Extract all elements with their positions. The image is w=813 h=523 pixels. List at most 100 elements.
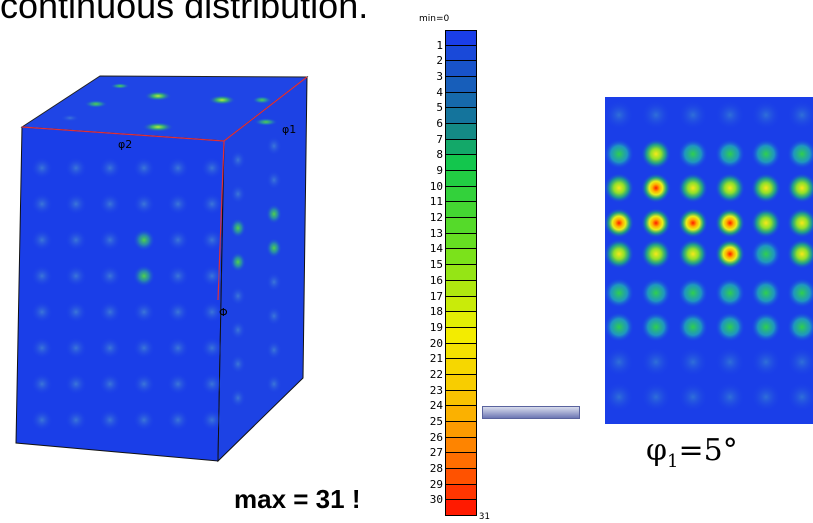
- cube-texture-spot: [167, 229, 189, 251]
- section-intensity-spot: [751, 173, 781, 203]
- cube-texture-spot: [230, 320, 246, 340]
- section-intensity-spot: [678, 312, 708, 342]
- section-intensity-spot: [641, 382, 671, 412]
- scale-cell: [445, 406, 477, 422]
- section-intensity-spot: [641, 239, 671, 269]
- cube-texture-spot: [31, 337, 53, 359]
- section-intensity-spot: [715, 278, 745, 308]
- cube-texture-spot: [266, 306, 282, 326]
- scale-cell: [445, 233, 477, 250]
- cube-texture-spot: [266, 204, 282, 224]
- section-intensity-spot: [787, 139, 813, 169]
- section-intensity-spot: [751, 239, 781, 269]
- scale-level-label: 18: [429, 305, 443, 319]
- cube-texture-spot: [230, 218, 246, 238]
- section-intensity-spot: [641, 139, 671, 169]
- cube-texture-spot: [65, 229, 87, 251]
- scale-level-label: 16: [429, 273, 443, 287]
- section-intensity-spot: [605, 278, 634, 308]
- arrow-connector: [482, 406, 580, 419]
- cube-texture-spot: [133, 409, 155, 431]
- heading-text: continuous distribution.: [0, 0, 369, 26]
- section-intensity-spot: [787, 312, 813, 342]
- cube-texture-spot: [31, 229, 53, 251]
- axis-label-Phi: Φ: [219, 306, 228, 319]
- section-intensity-spot: [751, 347, 781, 377]
- cube-texture-spot: [99, 337, 121, 359]
- cube-texture-spot: [65, 265, 87, 287]
- section-intensity-spot: [787, 173, 813, 203]
- scale-level-label: 21: [429, 352, 443, 366]
- section-intensity-spot: [605, 239, 634, 269]
- section-intensity-spot: [605, 382, 634, 412]
- color-scale-bar: 1 2 3 4 5 6 7 8 9 10 11 12 13 14 15 16 17 18 19 20 21 22 23 24 2…: [430, 30, 490, 522]
- scale-cell: [445, 45, 477, 62]
- cube-texture-spot: [266, 170, 282, 190]
- section-intensity-spot: [715, 382, 745, 412]
- scale-level-label: 30: [429, 493, 443, 507]
- cube-texture-spot: [201, 193, 223, 215]
- cube-texture-spot: [230, 354, 246, 374]
- cube-texture-spot: [133, 337, 155, 359]
- scale-cell: [445, 468, 477, 485]
- section-intensity-spot: [715, 312, 745, 342]
- section-intensity-spot: [605, 100, 634, 130]
- cube-texture-spot: [99, 409, 121, 431]
- section-intensity-spot: [787, 278, 813, 308]
- cube-texture-spot: [201, 265, 223, 287]
- scale-cell: [445, 484, 477, 501]
- cube-texture-spot: [201, 157, 223, 179]
- cube-texture-spot: [230, 184, 246, 204]
- cube-texture-spot: [65, 301, 87, 323]
- scale-level-label: 23: [429, 383, 443, 397]
- cube-texture-spot: [99, 301, 121, 323]
- cube-texture-spot: [133, 229, 155, 251]
- cube-texture-spot: [167, 301, 189, 323]
- scale-level-label: 10: [429, 179, 443, 193]
- section-intensity-spot: [641, 278, 671, 308]
- cube-texture-spot: [99, 373, 121, 395]
- scale-cell: [445, 202, 477, 219]
- scale-cell: [445, 312, 477, 328]
- scale-cell: [445, 218, 477, 234]
- section-intensity-spot: [715, 100, 745, 130]
- section-intensity-spot: [787, 100, 813, 130]
- cube-texture-spot: [133, 193, 155, 215]
- section-intensity-spot: [787, 208, 813, 238]
- cube-top-spots: [60, 83, 278, 132]
- scale-level-label: 27: [429, 446, 443, 460]
- scale-cell: [445, 30, 477, 46]
- scale-level-label: 20: [429, 336, 443, 350]
- cube-texture-spot: [167, 409, 189, 431]
- section-intensity-spot: [715, 239, 745, 269]
- axis-label-phi1: φ1: [282, 123, 296, 136]
- cube-texture-spot: [31, 409, 53, 431]
- cube-texture-spot: [133, 157, 155, 179]
- section-intensity-spot: [678, 382, 708, 412]
- section-intensity-spot: [787, 382, 813, 412]
- section-intensity-spot: [751, 100, 781, 130]
- cube-texture-spot: [230, 150, 246, 170]
- axis-label-phi2: φ2: [118, 138, 132, 151]
- section-intensity-spot: [715, 208, 745, 238]
- phi1-label: φ1=5°: [646, 433, 738, 472]
- section-intensity-spot: [715, 173, 745, 203]
- cube-texture-spot: [201, 337, 223, 359]
- scale-cell: [445, 437, 477, 454]
- section-intensity-spot: [678, 208, 708, 238]
- scale-cell: [445, 280, 477, 297]
- scale-level-label: 15: [429, 258, 443, 272]
- cube-texture-spot: [31, 301, 53, 323]
- scale-level-label: 24: [429, 399, 443, 413]
- scale-level-label: 19: [429, 320, 443, 334]
- scale-level-label: 25: [429, 414, 443, 428]
- cube-texture-spot: [266, 136, 282, 156]
- scale-cell: [445, 92, 477, 109]
- scale-cell: [445, 374, 477, 391]
- section-intensity-spot: [641, 347, 671, 377]
- cube-texture-spot: [65, 409, 87, 431]
- section-intensity-spot: [751, 208, 781, 238]
- cube-texture-spot: [31, 373, 53, 395]
- scale-level-label: 11: [429, 195, 443, 209]
- section-intensity-spot: [641, 173, 671, 203]
